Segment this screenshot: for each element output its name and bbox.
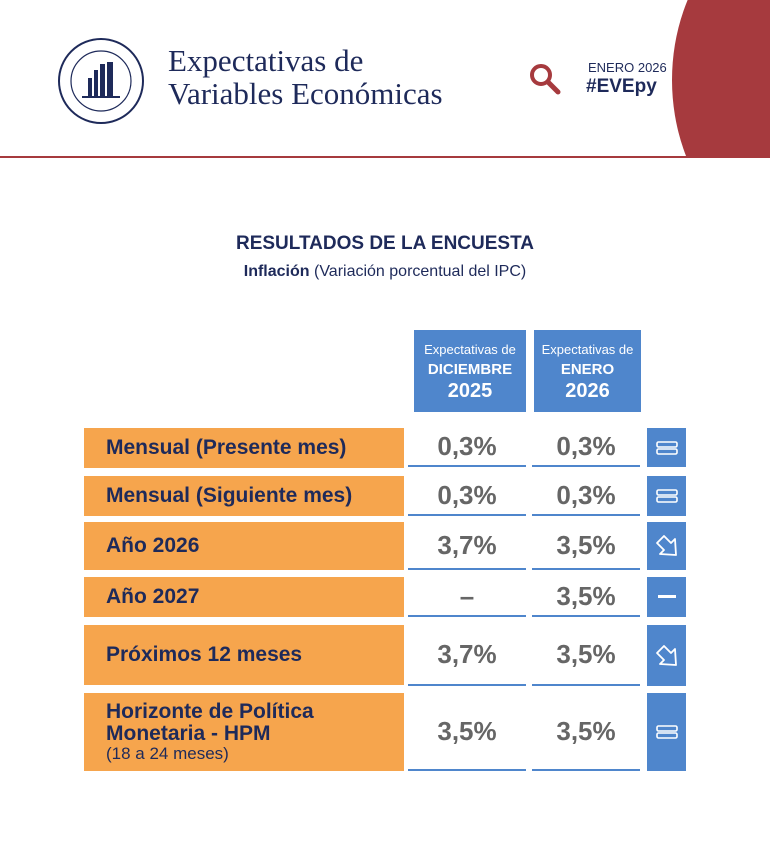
value-jan-2026: 3,5%	[532, 577, 640, 617]
value-jan-2026: 3,5%	[532, 522, 640, 570]
row-label: Año 2027	[84, 577, 404, 617]
hashtag: #EVEpy	[586, 76, 657, 97]
arrow-down-right-icon	[647, 522, 686, 570]
arrow-down-right-icon	[647, 625, 686, 686]
column-header-jan-2026: Expectativas de ENERO 2026	[534, 330, 641, 412]
value-dec-2025: 0,3%	[408, 428, 526, 467]
value-jan-2026: 0,3%	[532, 476, 640, 516]
value-dec-2025: 0,3%	[408, 476, 526, 516]
section-title: RESULTADOS DE LA ENCUESTA	[235, 233, 535, 254]
row-label: Mensual (Siguiente mes)	[84, 476, 404, 516]
value-dec-2025: 3,7%	[408, 625, 526, 686]
equal-icon	[647, 693, 686, 771]
value-dec-2025: 3,5%	[408, 693, 526, 771]
column-header-dec-2025: Expectativas de DICIEMBRE 2025	[414, 330, 526, 412]
row-label: Horizonte de Política Monetaria - HPM (18 …	[84, 693, 404, 771]
row-label: Mensual (Presente mes)	[84, 428, 404, 468]
value-dec-2025: 3,7%	[408, 522, 526, 570]
bank-logo	[58, 38, 144, 124]
decorative-arc	[672, 0, 770, 157]
row-label: Año 2026	[84, 522, 404, 570]
section-subtitle: Inflación (Variación porcentual del IPC)	[243, 263, 527, 280]
value-dec-2025: –	[408, 577, 526, 617]
dash-icon	[647, 577, 686, 617]
search-icon	[528, 62, 562, 101]
equal-icon	[647, 428, 686, 467]
header: Expectativas de Variables Económicas ENER…	[0, 0, 770, 158]
page-title: Expectativas de Variables Económicas	[168, 43, 443, 111]
period-label: ENERO 2026	[588, 60, 667, 75]
value-jan-2026: 3,5%	[532, 693, 640, 771]
value-jan-2026: 3,5%	[532, 625, 640, 686]
equal-icon	[647, 476, 686, 516]
row-label: Próximos 12 meses	[84, 625, 404, 685]
value-jan-2026: 0,3%	[532, 428, 640, 467]
